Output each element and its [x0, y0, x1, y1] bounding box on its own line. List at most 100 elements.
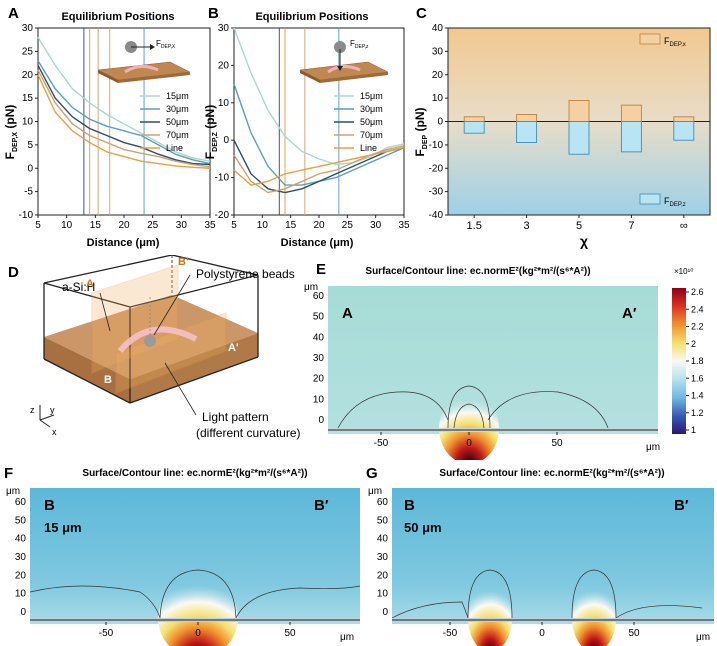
y-tick-label: 30 [15, 552, 27, 563]
bead-icon [334, 41, 346, 53]
y-tick-label: -40 [429, 210, 444, 221]
label-light-1: Light pattern [202, 410, 269, 424]
legend-label: 15μm [360, 91, 383, 101]
x-tick-label: 0 [195, 628, 201, 639]
label-a: A [86, 278, 94, 290]
bar [463, 116, 485, 122]
colorbar-exponent: ×10¹⁰ [674, 267, 693, 276]
x-tick-label: -50 [443, 628, 458, 639]
y-unit: μm [6, 486, 20, 497]
y-tick-label: 0 [382, 607, 388, 618]
label-beads: Polystyrene beads [196, 267, 295, 281]
y-tick-label: 0 [20, 607, 26, 618]
series-line [37, 36, 211, 162]
y-tick-label: 10 [22, 117, 34, 128]
svg-text:FDEP,x: FDEP,x [664, 36, 686, 48]
y-tick-label: 40 [432, 23, 444, 34]
chart-plot-area: 40 30 20 10 0 -10 -20 -30 -40 1.5 3 5 7 ∞ [429, 23, 711, 232]
legend-label: Line [360, 143, 377, 153]
panel-b: B Equilibrium Positions 5 10 15 20 25 30 35-20… [203, 5, 410, 249]
x-tick-label: 50 [628, 628, 640, 639]
y-tick-label: 0 [223, 135, 229, 146]
y-tick-label: 0 [27, 163, 33, 174]
legend-label: 70μm [360, 130, 383, 140]
label-light-2: (different curvature) [196, 426, 300, 440]
panel-title: Equilibrium Positions [61, 11, 174, 23]
x-axis-label: Distance (μm) [281, 237, 354, 249]
panel-a: A Equilibrium Positions 5 10 15 20 25 30 35 -10… [3, 5, 216, 249]
x-tick-label: 5 [231, 220, 237, 231]
legend-x: FDEP,x [639, 33, 686, 48]
legend-label: 70μm [166, 130, 189, 140]
panel-e: E Surface/Contour line: ec.normE²(kg²*m²… [304, 261, 704, 460]
x-tick-label: 10 [61, 220, 73, 231]
y-ticks: 60 50 40 30 20 10 0 [377, 497, 389, 618]
panel-letter: F [4, 465, 13, 482]
colorbar-tick-label: 2.6 [691, 287, 704, 297]
colorbar-tick-label: 1.6 [691, 373, 704, 383]
axis-z: z [30, 405, 35, 415]
panel-c: C 40 30 20 10 0 -10 -20 -30 -40 1.5 3 5 7 ∞ χ FDEP (p… [413, 5, 711, 249]
legend-label: 50μm [166, 117, 189, 127]
label-b: B [104, 374, 112, 386]
corner-left: A [342, 305, 353, 322]
panel-letter: E [316, 261, 326, 278]
y-tick-label: 50 [15, 515, 27, 526]
bar [620, 121, 642, 153]
colorbar-ticks: 2.6 2.4 2.2 2 1.8 1.6 1.4 1.2 1 [686, 287, 704, 435]
x-tick-label: 0 [539, 628, 545, 639]
chart-plot-area: 5 10 15 20 25 30 35 -20 -10 0 10 20 30 [215, 23, 410, 231]
label-b-prime: B' [178, 256, 189, 268]
y-tick-label: 10 [377, 589, 389, 600]
legend-label: 50μm [360, 117, 383, 127]
x-tick-label: 20 [313, 220, 325, 231]
colorbar-tick-label: 1.4 [691, 391, 704, 401]
corner-left: B [404, 497, 415, 514]
y-ticks: 60 50 40 30 20 10 0 [313, 291, 325, 426]
size-label: 50 μm [404, 520, 442, 535]
x-tick-label: ∞ [680, 220, 688, 232]
y-tick-label: -10 [215, 173, 230, 184]
x-tick-label: 7 [628, 220, 634, 232]
bar [516, 121, 538, 143]
x-axis-label: χ [580, 233, 588, 249]
bead-icon [144, 335, 156, 347]
y-unit: μm [304, 282, 318, 293]
panel-letter: A [8, 5, 19, 22]
x-tick-label: 5 [35, 220, 41, 231]
legend-label: Line [166, 143, 183, 153]
x-tick-label: 10 [257, 220, 269, 231]
x-ticks: -50 0 50 [374, 432, 563, 449]
colorbar-tick-label: 1 [691, 425, 696, 435]
x-tick-label: 15 [285, 220, 297, 231]
x-tick-label: 30 [176, 220, 188, 231]
y-tick-label: -30 [429, 187, 444, 198]
y-tick-label: 25 [22, 46, 34, 57]
panel-letter: B [208, 5, 219, 22]
bar [673, 121, 695, 141]
chip-box [43, 255, 259, 416]
y-tick-label: 30 [377, 552, 389, 563]
y-tick-label: 60 [15, 497, 27, 508]
y-axis-label: FDEP (pN) [413, 107, 429, 156]
panel-letter: C [416, 5, 427, 22]
inset-force-label: FDEP,z [350, 39, 369, 50]
x-tick-label: 15 [90, 220, 102, 231]
bar [568, 121, 590, 155]
x-tick-label: 3 [524, 220, 530, 232]
y-tick-label: 30 [313, 353, 325, 364]
x-tick-label: 0 [466, 438, 472, 449]
bar [568, 100, 590, 122]
x-tick-label: 1.5 [467, 220, 482, 232]
x-unit: μm [646, 442, 660, 453]
legend: 15μm 30μm 50μm 70μm Line [334, 91, 383, 153]
series-line [37, 69, 211, 168]
x-tick-label: 30 [370, 220, 382, 231]
inset-substrate: FDEP,z [299, 39, 389, 83]
panel-title: Surface/Contour line: ec.normE²(kg²*m²/(… [82, 468, 307, 479]
panel-letter: G [366, 465, 378, 482]
panel-f: F Surface/Contour line: ec.normE²(kg²*m²… [4, 465, 361, 646]
axis-x: x [52, 427, 57, 437]
y-tick-label: 20 [313, 374, 325, 385]
x-ticks: -50 0 50 [99, 622, 296, 639]
